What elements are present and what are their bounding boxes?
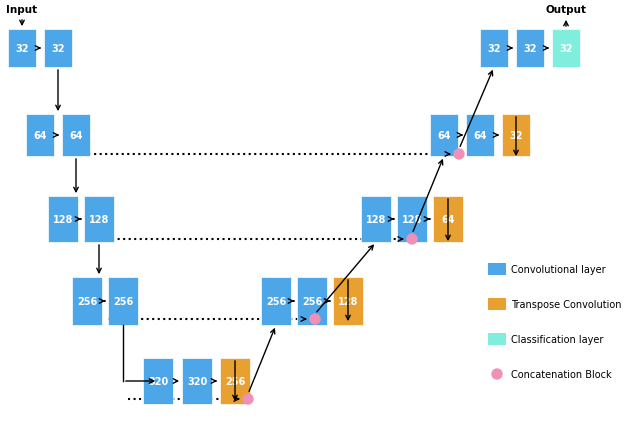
Text: 32: 32 [487,44,500,54]
Bar [84,196,114,242]
Bar [488,263,506,275]
Bar [430,115,458,157]
Text: 256: 256 [77,296,97,306]
Bar [516,30,544,68]
Bar [552,30,580,68]
Bar [182,358,212,404]
Circle shape [492,369,502,379]
Text: 256: 256 [302,296,322,306]
Text: 128: 128 [366,215,386,225]
Text: 128: 128 [402,215,422,225]
Circle shape [310,314,320,324]
Text: 64: 64 [69,131,83,141]
Text: Concatenation Block: Concatenation Block [511,369,612,379]
Bar [44,30,72,68]
Circle shape [243,394,253,404]
Text: 128: 128 [53,215,73,225]
Bar [261,277,291,325]
Text: 64: 64 [473,131,487,141]
Text: 32: 32 [51,44,65,54]
Bar [488,333,506,345]
Bar [297,277,327,325]
Text: 32: 32 [524,44,537,54]
Text: 32: 32 [509,131,523,141]
Bar [220,358,250,404]
Bar [333,277,363,325]
Text: 32: 32 [15,44,29,54]
Bar [466,115,494,157]
Bar [397,196,427,242]
Bar [26,115,54,157]
Text: Classification layer: Classification layer [511,334,604,344]
Text: 320: 320 [148,376,168,386]
Bar [143,358,173,404]
Bar [62,115,90,157]
Circle shape [407,234,417,245]
Bar [8,30,36,68]
Bar [488,298,506,310]
Bar [72,277,102,325]
Text: 320: 320 [187,376,207,386]
Text: 64: 64 [437,131,451,141]
Circle shape [454,150,464,160]
Bar [108,277,138,325]
Text: Input: Input [6,5,38,15]
Bar [502,115,530,157]
Text: 128: 128 [338,296,358,306]
Text: Convolutional layer: Convolutional layer [511,265,605,274]
Text: 128: 128 [89,215,109,225]
Text: Output: Output [545,5,586,15]
Text: Transpose Convolution: Transpose Convolution [511,299,621,309]
Bar [361,196,391,242]
Text: 32: 32 [559,44,573,54]
Text: 256: 256 [113,296,133,306]
Text: 64: 64 [441,215,455,225]
Text: 64: 64 [33,131,47,141]
Bar [480,30,508,68]
Text: 256: 256 [266,296,286,306]
Text: 256: 256 [225,376,245,386]
Bar [433,196,463,242]
Bar [48,196,78,242]
